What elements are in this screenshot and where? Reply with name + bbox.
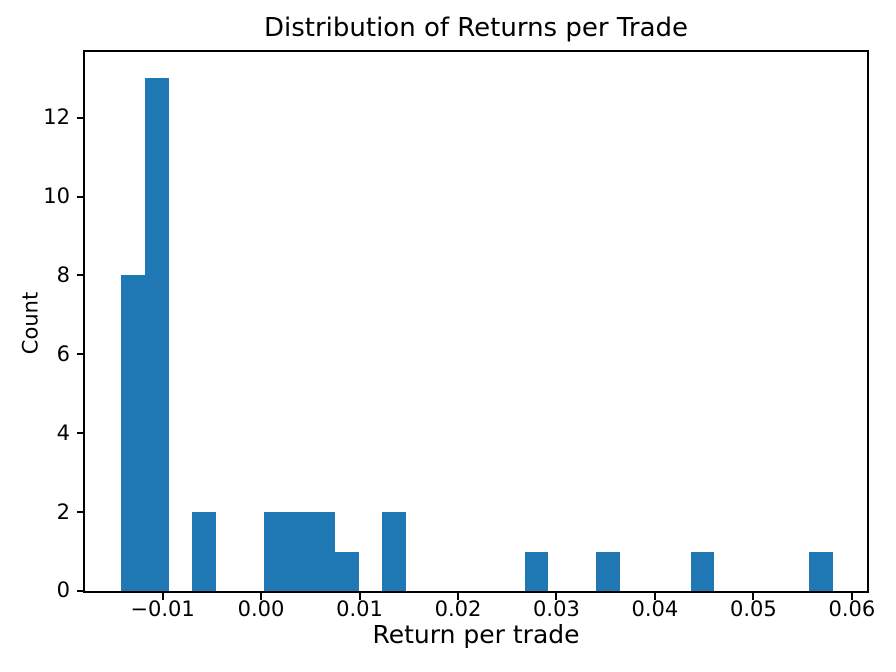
x-tick-label: 0.01 [336, 597, 383, 621]
histogram-bar [382, 512, 406, 591]
y-tick-mark [77, 590, 84, 592]
x-tick-label: 0.04 [631, 597, 679, 621]
histogram-bar [192, 512, 216, 591]
y-tick-mark [77, 432, 84, 435]
x-axis-label: Return per trade [372, 620, 580, 649]
x-tick-mark [260, 593, 263, 600]
histogram-bar [121, 275, 145, 591]
x-tick-label: 0.06 [828, 597, 876, 621]
y-tick-label: 10 [43, 183, 70, 208]
histogram-bar [596, 552, 620, 591]
histogram-bar [525, 552, 548, 591]
y-tick-label: 4 [56, 420, 70, 445]
x-tick-label: −0.01 [130, 597, 195, 621]
x-tick-label: 0.02 [434, 597, 482, 621]
y-tick-mark [77, 195, 84, 198]
x-tick-label: 0.03 [533, 597, 580, 621]
y-tick-label: 8 [56, 262, 70, 287]
x-tick-mark [161, 593, 164, 600]
x-tick-mark [850, 593, 853, 600]
x-tick-mark [456, 593, 459, 600]
y-tick-label: 0 [56, 578, 70, 603]
histogram-bar [335, 552, 359, 591]
y-axis-label: Count [18, 291, 43, 355]
x-tick-label: 0.05 [729, 597, 777, 621]
chart-title: Distribution of Returns per Trade [264, 13, 688, 43]
y-tick-label: 12 [43, 105, 70, 130]
histogram-bar [809, 552, 833, 591]
y-tick-mark [77, 116, 84, 119]
y-tick-label: 2 [56, 499, 70, 524]
y-tick-mark [77, 353, 84, 356]
y-tick-mark [77, 274, 84, 277]
histogram-bar [264, 512, 287, 591]
histogram-bar [145, 78, 169, 591]
histogram-bar [691, 552, 714, 591]
x-tick-label: 0.00 [237, 597, 285, 621]
x-tick-mark [555, 593, 558, 600]
y-tick-mark [77, 511, 84, 514]
histogram-bar [311, 512, 335, 591]
y-tick-label: 6 [56, 341, 70, 366]
x-tick-mark [752, 593, 755, 600]
histogram-bar [287, 512, 311, 591]
plot-area [84, 51, 868, 591]
x-tick-mark [653, 593, 656, 600]
x-tick-mark [358, 593, 361, 600]
